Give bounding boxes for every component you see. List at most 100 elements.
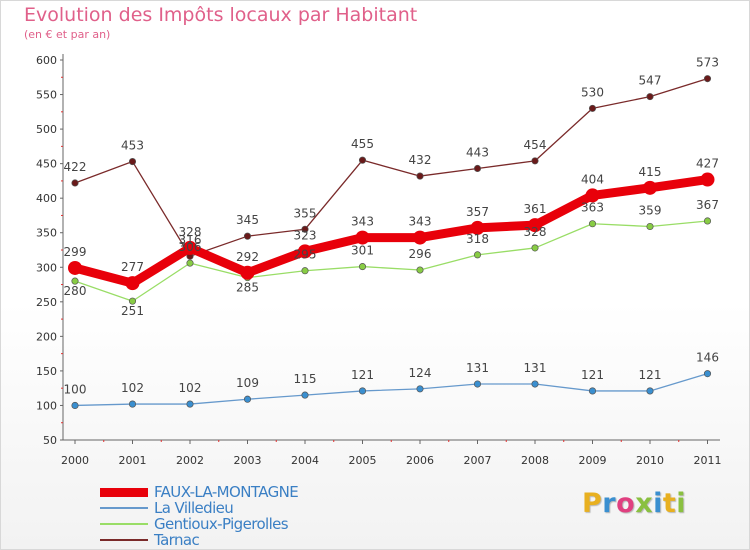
data-point (703, 217, 712, 225)
x-tick-label: 2008 (521, 454, 549, 467)
data-label: 454 (524, 138, 547, 152)
data-point (128, 297, 137, 305)
series-line-la-villedieu (74, 373, 709, 407)
data-label: 316 (179, 233, 202, 247)
data-label: 102 (121, 381, 144, 395)
series-line-tarnac (74, 78, 709, 257)
data-point (643, 180, 657, 195)
logo-letter: t (662, 488, 677, 519)
data-point (358, 387, 367, 395)
data-point (243, 232, 252, 240)
data-label: 415 (639, 165, 662, 179)
y-tick-label: 100 (36, 399, 57, 412)
data-point (473, 164, 482, 173)
data-label: 277 (121, 260, 144, 274)
legend-label: La Villedieu (154, 499, 234, 517)
data-point (585, 188, 600, 203)
y-tick-label: 150 (36, 365, 57, 378)
data-label: 121 (639, 368, 662, 382)
y-tick-label: 200 (36, 330, 57, 343)
data-label: 280 (64, 284, 87, 298)
series-line-gentioux-pigerolles (74, 220, 709, 302)
series-line-faux-la-montagne (70, 175, 712, 288)
x-tick-label: 2011 (694, 454, 722, 467)
data-label: 292 (236, 250, 259, 264)
data-label: 443 (466, 145, 489, 159)
x-tick-label: 2010 (636, 454, 664, 467)
data-label: 455 (351, 137, 374, 151)
legend-swatch (100, 488, 148, 497)
data-point (413, 230, 427, 245)
data-label: 102 (179, 381, 202, 395)
data-label: 285 (236, 281, 259, 295)
data-label: 404 (581, 172, 604, 186)
x-tick-label: 2007 (464, 454, 492, 467)
data-point (298, 244, 312, 259)
data-point (416, 172, 424, 180)
data-point (128, 158, 137, 166)
data-point (186, 400, 194, 408)
data-label: 422 (64, 160, 87, 174)
data-label: 355 (294, 206, 317, 220)
data-label: 359 (639, 204, 662, 218)
data-label: 306 (179, 240, 202, 254)
legend-swatch (100, 539, 148, 541)
legend-swatch (100, 523, 148, 525)
data-point (240, 265, 255, 280)
data-point (355, 230, 370, 245)
data-label: 146 (696, 351, 719, 365)
data-label: 328 (179, 225, 202, 239)
chart-title: Evolution des Impôts locaux par Habitant (24, 4, 418, 26)
data-point (125, 276, 140, 291)
data-point (473, 251, 482, 259)
legend-label: Gentioux-Pigerolles (154, 515, 289, 533)
data-point (358, 156, 367, 164)
data-label: 432 (409, 153, 432, 167)
data-point (128, 400, 137, 408)
y-tick-label: 350 (36, 227, 57, 240)
legend-label: Tarnac (154, 531, 200, 549)
data-point (646, 387, 654, 395)
data-point (531, 380, 539, 388)
x-tick-label: 2006 (406, 454, 434, 467)
logo-letter: i (676, 488, 687, 519)
data-point (646, 93, 654, 101)
data-point (416, 385, 424, 393)
data-point (531, 157, 539, 165)
data-label: 109 (236, 376, 259, 390)
legend-swatch (100, 507, 148, 509)
logo-letter: x (635, 488, 654, 519)
data-label: 343 (351, 215, 374, 229)
x-tick-label: 2005 (349, 454, 377, 467)
data-label: 131 (466, 361, 489, 375)
data-label: 547 (639, 74, 662, 88)
data-point (358, 263, 367, 271)
data-label: 361 (524, 202, 547, 216)
data-label: 427 (696, 157, 719, 171)
x-tick-label: 2000 (61, 454, 89, 467)
data-label: 124 (409, 366, 432, 380)
data-label: 343 (409, 215, 432, 229)
data-point (186, 259, 194, 267)
x-tick-label: 2009 (579, 454, 607, 467)
data-label: 345 (236, 213, 259, 227)
data-label: 363 (581, 201, 604, 215)
data-point (71, 179, 79, 187)
y-tick-label: 400 (36, 192, 57, 205)
logo-letter: o (616, 488, 636, 519)
data-label: 453 (121, 139, 144, 153)
data-label: 296 (409, 247, 432, 261)
proxiti-logo: Proxiti (582, 488, 686, 519)
data-label: 295 (294, 248, 317, 262)
data-label: 121 (351, 368, 374, 382)
chart-subtitle: (en € et par an) (24, 28, 111, 41)
data-label: 328 (524, 225, 547, 239)
data-point (646, 222, 654, 231)
data-point (703, 370, 712, 378)
data-point (703, 75, 712, 83)
data-point (588, 104, 597, 112)
data-label: 301 (351, 244, 374, 258)
y-tick-label: 500 (36, 123, 57, 136)
